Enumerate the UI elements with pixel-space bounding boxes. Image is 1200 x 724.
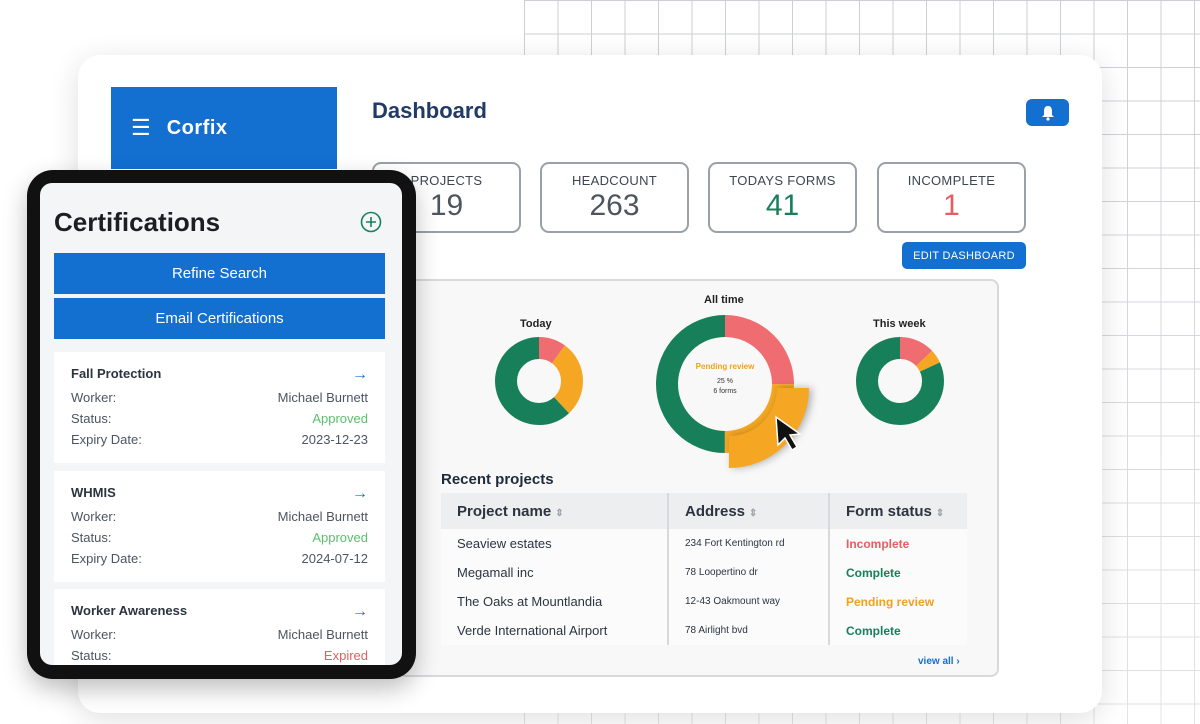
brand-bar: ☰ Corfix xyxy=(111,87,337,169)
donut-segment-complete[interactable] xyxy=(495,337,583,425)
certifications-title: Certifications xyxy=(54,207,221,237)
tooltip-title: Pending review xyxy=(696,362,755,371)
field-label: Worker: xyxy=(71,627,117,642)
tooltip-count: 6 forms xyxy=(713,388,737,395)
donut-segment-pending-review[interactable] xyxy=(495,337,583,425)
donut-segment-complete[interactable] xyxy=(856,337,944,425)
sort-icon[interactable]: ⇕ xyxy=(935,507,945,519)
sort-icon[interactable]: ⇕ xyxy=(749,507,758,519)
worker-value: Michael Burnett xyxy=(277,627,368,642)
status-value: Expired xyxy=(323,648,368,663)
hamburger-icon[interactable]: ☰ xyxy=(131,115,151,140)
certification-name: Fall Protection xyxy=(71,366,162,381)
certification-card[interactable]: WHMIS → Worker: Michael Burnett Status: App… xyxy=(54,471,385,582)
stat-label: HEADCOUNT xyxy=(571,173,658,188)
edit-dashboard-button[interactable]: EDIT DASHBOARD xyxy=(902,242,1026,269)
chart-label-today: Today xyxy=(520,318,552,330)
stat-value: 263 xyxy=(589,189,640,222)
stat-card-todays-forms[interactable]: TODAYS FORMS 41 xyxy=(708,162,857,233)
email-certifications-button[interactable]: Email Certifications xyxy=(54,298,385,339)
field-label: Expiry Date: xyxy=(71,432,142,447)
project-address: 12-43 Oakmount way xyxy=(668,587,830,616)
certification-card[interactable]: Worker Awareness → Worker: Michael Burnett… xyxy=(54,589,385,665)
certification-name: Worker Awareness xyxy=(71,603,188,618)
project-address: 78 Airlight bvd xyxy=(668,616,830,645)
chart-label-all-time: All time xyxy=(704,294,744,306)
column-header-address[interactable]: Address ⇕ xyxy=(668,493,830,529)
stat-value: 1 xyxy=(943,189,960,222)
table-row[interactable]: Verde International Airport 78 Airlight … xyxy=(441,616,967,645)
stat-label: INCOMPLETE xyxy=(907,173,996,188)
stat-value: 41 xyxy=(765,189,800,222)
brand-logo: Corfix xyxy=(166,116,228,139)
expiry-value: 2023-12-23 xyxy=(301,432,369,447)
form-status: Complete xyxy=(829,616,967,645)
column-header-project-name[interactable]: Project name ⇕ xyxy=(441,493,669,529)
project-name: Megamall inc xyxy=(441,558,669,587)
stat-label: PROJECTS xyxy=(410,173,483,188)
tablet-screen: Certifications Refine Search Email Certi… xyxy=(40,183,402,665)
stat-label: TODAYS FORMS xyxy=(729,173,836,188)
worker-value: Michael Burnett xyxy=(277,509,368,524)
bell-icon xyxy=(1041,105,1054,121)
field-label: Status: xyxy=(71,530,112,545)
tooltip-percent: 25 % xyxy=(717,378,733,385)
donut-segment-highlight[interactable] xyxy=(649,308,809,468)
refine-search-button[interactable]: Refine Search xyxy=(54,253,385,294)
donut-this-week[interactable] xyxy=(856,337,944,425)
column-header-form-status[interactable]: Form status ⇕ xyxy=(829,493,967,529)
sort-icon[interactable]: ⇕ xyxy=(555,507,564,519)
stat-card-incomplete[interactable]: INCOMPLETE 1 xyxy=(877,162,1026,233)
project-address: 234 Fort Kentington rd xyxy=(668,529,830,558)
table-row[interactable]: The Oaks at Mountlandia 12-43 Oakmount w… xyxy=(441,587,967,616)
add-circle-icon[interactable] xyxy=(360,211,382,233)
worker-value: Michael Burnett xyxy=(277,390,368,405)
certification-card[interactable]: Fall Protection → Worker: Michael Burnett … xyxy=(54,352,385,463)
donut-today[interactable] xyxy=(495,337,583,425)
project-name: Verde International Airport xyxy=(441,616,669,645)
form-status: Complete xyxy=(829,558,967,587)
view-all-link[interactable]: view all › xyxy=(918,656,960,667)
table-row[interactable]: Seaview estates 234 Fort Kentington rd I… xyxy=(441,529,967,558)
table-row[interactable]: Megamall inc 78 Loopertino dr Complete xyxy=(441,558,967,587)
recent-projects-title: Recent projects xyxy=(441,471,554,488)
field-label: Worker: xyxy=(71,390,117,405)
project-address: 78 Loopertino dr xyxy=(668,558,830,587)
cursor-icon xyxy=(775,415,803,452)
stat-value: 19 xyxy=(429,189,464,222)
field-label: Status: xyxy=(71,411,112,426)
field-label: Status: xyxy=(71,648,112,663)
project-name: The Oaks at Mountlandia xyxy=(441,587,669,616)
field-label: Worker: xyxy=(71,509,117,524)
recent-projects-table: Project name ⇕ Address ⇕ Form status ⇕ Seav… xyxy=(441,493,967,645)
chart-label-this-week: This week xyxy=(873,318,926,330)
form-status: Incomplete xyxy=(829,529,967,558)
arrow-right-icon[interactable]: → xyxy=(352,366,368,383)
donut-all-time[interactable] xyxy=(649,308,809,468)
page-title: Dashboard xyxy=(372,98,487,123)
notifications-button[interactable] xyxy=(1026,99,1069,126)
stat-card-headcount[interactable]: HEADCOUNT 263 xyxy=(540,162,689,233)
field-label: Expiry Date: xyxy=(71,551,142,566)
arrow-right-icon[interactable]: → xyxy=(352,603,368,620)
arrow-right-icon[interactable]: → xyxy=(352,485,368,502)
donut-segment-pending-review[interactable] xyxy=(656,315,794,453)
certification-name: WHMIS xyxy=(71,485,116,500)
form-status: Pending review xyxy=(829,587,967,616)
expiry-value: 2024-07-12 xyxy=(301,551,369,566)
project-name: Seaview estates xyxy=(441,529,669,558)
status-value: Approved xyxy=(312,530,368,545)
status-value: Approved xyxy=(312,411,368,426)
donut-segment-complete[interactable] xyxy=(656,315,794,453)
